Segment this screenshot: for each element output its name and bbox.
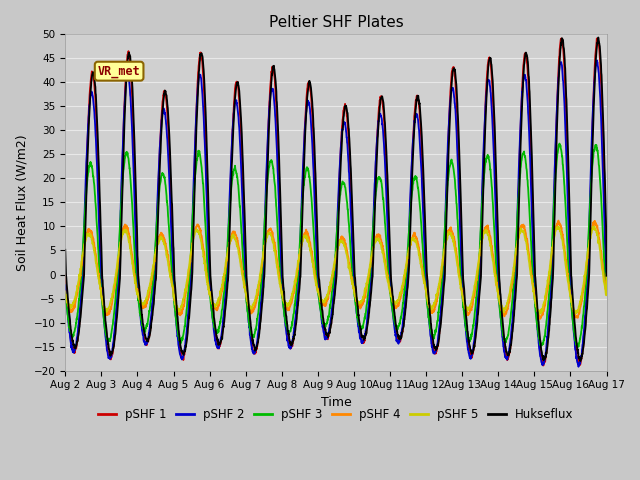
pSHF 5 [364,278,371,284]
pSHF 1 [61,271,69,277]
Line: pSHF 4: pSHF 4 [65,220,607,319]
pSHF 3 [351,300,359,306]
pSHF 5 [536,311,544,317]
pSHF 1 [557,36,565,41]
pSHF 5 [351,293,359,299]
Line: pSHF 2: pSHF 2 [65,60,607,367]
pSHF 2 [570,329,577,335]
Hukseflux [212,331,220,337]
pSHF 2 [212,341,220,347]
pSHF 2 [593,58,600,63]
Hukseflux [364,324,371,330]
pSHF 2 [603,272,611,278]
pSHF 3 [364,300,371,305]
Y-axis label: Soil Heat Flux (W/m2): Soil Heat Flux (W/m2) [15,134,28,271]
pSHF 1 [555,57,563,63]
pSHF 1 [364,323,371,328]
pSHF 4 [493,283,501,288]
Line: pSHF 3: pSHF 3 [65,144,607,347]
pSHF 5 [555,226,563,232]
Hukseflux [351,279,359,285]
pSHF 1 [603,271,611,277]
pSHF 3 [212,328,220,334]
pSHF 2 [493,254,501,260]
pSHF 5 [212,302,220,308]
pSHF 3 [575,344,582,350]
Hukseflux [577,358,584,364]
pSHF 4 [556,222,563,228]
pSHF 2 [61,282,69,288]
pSHF 1 [351,286,359,291]
pSHF 3 [493,275,501,281]
pSHF 4 [536,316,544,322]
pSHF 4 [212,307,220,312]
pSHF 3 [555,143,563,148]
pSHF 4 [603,272,611,278]
Hukseflux [61,247,69,252]
pSHF 4 [351,294,359,300]
pSHF 3 [556,141,563,146]
Hukseflux [570,307,577,313]
pSHF 4 [555,217,563,223]
Hukseflux [493,198,501,204]
Hukseflux [595,35,602,40]
pSHF 2 [555,73,563,79]
pSHF 2 [575,364,582,370]
Hukseflux [555,79,563,84]
pSHF 5 [61,289,69,295]
Text: VR_met: VR_met [98,65,141,78]
pSHF 1 [540,363,547,369]
pSHF 5 [603,271,611,276]
Line: Hukseflux: Hukseflux [65,37,607,361]
Legend: pSHF 1, pSHF 2, pSHF 3, pSHF 4, pSHF 5, Hukseflux: pSHF 1, pSHF 2, pSHF 3, pSHF 4, pSHF 5, … [93,403,579,425]
pSHF 3 [603,271,611,277]
Title: Peltier SHF Plates: Peltier SHF Plates [269,15,403,30]
Line: pSHF 5: pSHF 5 [65,227,607,314]
pSHF 1 [212,337,220,343]
X-axis label: Time: Time [321,396,351,409]
pSHF 4 [61,288,69,294]
pSHF 4 [570,311,578,316]
pSHF 3 [61,290,69,296]
pSHF 5 [591,224,598,229]
pSHF 1 [570,325,578,331]
Line: pSHF 1: pSHF 1 [65,38,607,366]
pSHF 3 [570,329,578,335]
pSHF 4 [364,282,371,288]
Hukseflux [603,273,611,279]
pSHF 2 [364,317,371,323]
pSHF 2 [351,297,359,303]
pSHF 5 [570,308,578,313]
pSHF 5 [493,285,501,291]
pSHF 1 [493,222,501,228]
